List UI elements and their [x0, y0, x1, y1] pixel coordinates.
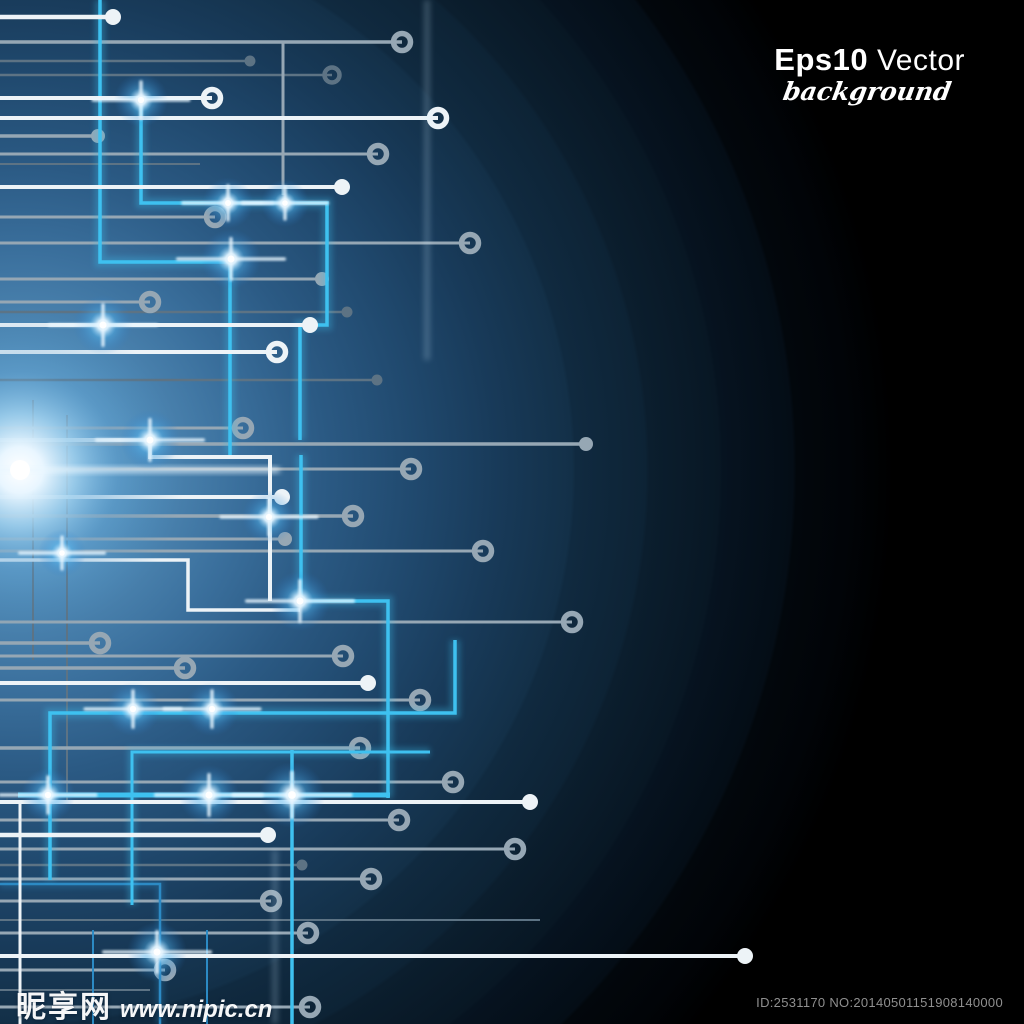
- trace-endpoint-dot: [360, 675, 376, 691]
- spark-glow: [95, 410, 205, 470]
- spark-core: [153, 948, 161, 956]
- trace-endpoint-dot: [371, 374, 383, 386]
- circuit-trace: [98, 0, 232, 455]
- spark-core: [288, 791, 296, 799]
- trace-endpoint-ring: [265, 340, 289, 364]
- spark-core: [265, 513, 273, 521]
- watermark-site-name: 昵享网: [16, 991, 112, 1024]
- spark-core: [99, 321, 107, 329]
- trace-endpoint-dot: [302, 317, 318, 333]
- spark-core: [282, 200, 288, 206]
- spark-glow: [48, 295, 158, 355]
- title-vector: Vector: [868, 44, 965, 77]
- trace-endpoint-dot: [737, 948, 753, 964]
- main-glow-flare: [0, 467, 280, 473]
- trace-endpoint-ring: [173, 656, 197, 680]
- trace-endpoint-ring: [366, 142, 390, 166]
- circuit-trace: [130, 750, 430, 905]
- watermark-site-url: www.nipic.cn: [120, 996, 273, 1023]
- trace-endpoint-ring: [296, 921, 320, 945]
- trace-endpoint-ring: [322, 65, 342, 85]
- spark-glow: [83, 682, 183, 736]
- main-glow-core: [10, 460, 30, 480]
- circuit-trace: [48, 640, 457, 880]
- trace-endpoint-ring: [138, 290, 162, 314]
- trace-endpoint-dot: [296, 859, 308, 871]
- trace-endpoint-ring: [390, 30, 414, 54]
- spark-glow: [91, 73, 191, 127]
- trace-endpoint-ring: [471, 539, 495, 563]
- spark-glow: [241, 179, 329, 227]
- spark-glow: [18, 529, 106, 577]
- spark-glow: [245, 571, 355, 631]
- trace-endpoint-dot: [244, 55, 256, 67]
- trace-endpoint-ring: [298, 995, 322, 1019]
- trace-endpoint-ring: [399, 457, 423, 481]
- trace-endpoint-ring: [441, 770, 465, 794]
- spark-core: [225, 200, 231, 206]
- image-id-label: ID:2531170 NO:20140501151908140000: [756, 995, 1003, 1010]
- trace-endpoint-ring: [259, 889, 283, 913]
- trace-endpoint-dot: [260, 827, 276, 843]
- spark-core: [129, 705, 137, 713]
- trace-endpoint-ring: [88, 631, 112, 655]
- spark-glow: [0, 768, 98, 822]
- trace-endpoint-ring: [458, 231, 482, 255]
- trace-endpoint-ring: [341, 504, 365, 528]
- spark-glow: [176, 229, 286, 289]
- trace-endpoint-ring: [200, 86, 224, 110]
- trace-endpoint-dot: [334, 179, 350, 195]
- spark-core: [146, 436, 154, 444]
- trace-endpoint-ring: [503, 837, 527, 861]
- spark-glow: [102, 922, 212, 982]
- trace-endpoint-dot: [341, 306, 353, 318]
- spark-glow: [219, 490, 319, 544]
- stock-image-title: Eps10 Vector background: [774, 42, 965, 106]
- spark-glow: [162, 682, 262, 736]
- spark-core: [205, 791, 213, 799]
- trace-endpoint-dot: [105, 9, 121, 25]
- spark-core: [44, 791, 52, 799]
- watermark: 昵享网 www.nipic.cn: [16, 982, 272, 1024]
- light-beam: [424, 0, 430, 360]
- spark-core: [137, 96, 145, 104]
- spark-core: [59, 550, 65, 556]
- spark-core: [208, 705, 216, 713]
- trace-endpoint-ring: [331, 644, 355, 668]
- light-beam: [272, 850, 278, 1024]
- trace-endpoint-ring: [560, 610, 584, 634]
- trace-endpoint-ring: [359, 867, 383, 891]
- title-background-script: background: [781, 76, 954, 106]
- trace-endpoint-dot: [579, 437, 593, 451]
- title-eps10: Eps10: [774, 42, 869, 77]
- spark-glow: [231, 762, 353, 828]
- trace-glow: [44, 640, 461, 880]
- spark-core: [227, 255, 235, 263]
- spark-core: [296, 597, 304, 605]
- trace-endpoint-dot: [522, 794, 538, 810]
- trace-endpoint-ring: [387, 808, 411, 832]
